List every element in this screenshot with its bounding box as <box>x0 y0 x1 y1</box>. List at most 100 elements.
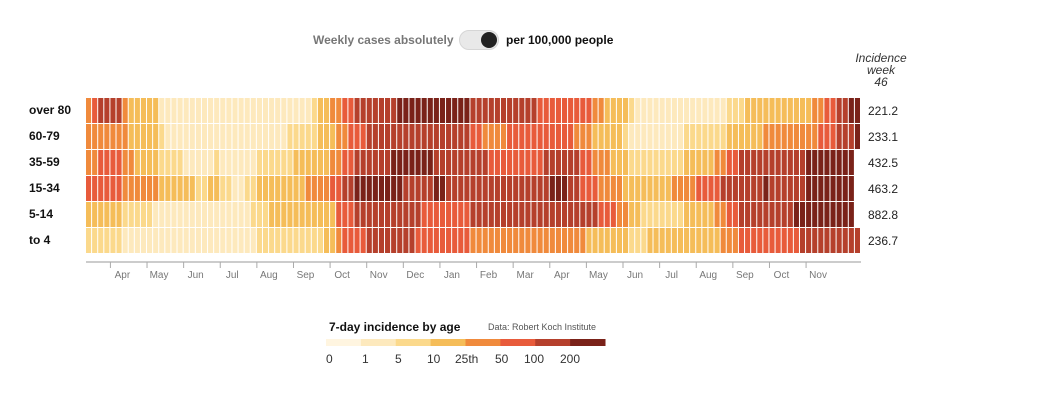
heatmap-cell <box>391 150 397 175</box>
heatmap-cell <box>470 124 476 149</box>
heatmap-cell <box>293 98 299 123</box>
heatmap-cell <box>537 228 543 253</box>
heatmap-cell <box>830 98 836 123</box>
heatmap-cell <box>147 176 153 201</box>
heatmap-cell <box>696 176 702 201</box>
heatmap-cell <box>342 176 348 201</box>
heatmap-cell <box>775 98 781 123</box>
heatmap-cell <box>653 124 659 149</box>
heatmap-cell <box>330 150 336 175</box>
heatmap-cell <box>549 124 555 149</box>
heatmap-cell <box>226 202 232 227</box>
heatmap-cell <box>702 124 708 149</box>
x-axis-month-label: Jun <box>188 270 204 281</box>
heatmap-cell <box>427 202 433 227</box>
heatmap-cell <box>452 124 458 149</box>
heatmap-cell <box>848 98 854 123</box>
heatmap-cell <box>690 98 696 123</box>
legend-swatch <box>465 339 501 346</box>
heatmap-cell <box>696 98 702 123</box>
heatmap-cell <box>732 150 738 175</box>
heatmap-cell <box>525 150 531 175</box>
x-axis-month-label: Jul <box>226 270 239 281</box>
toggle-label-per-100k[interactable]: per 100,000 people <box>506 33 614 47</box>
heatmap-cell <box>165 98 171 123</box>
heatmap-cell <box>287 98 293 123</box>
heatmap-cell <box>494 150 500 175</box>
heatmap-cell <box>830 202 836 227</box>
heatmap-cell <box>854 98 860 123</box>
heatmap-cell <box>128 202 134 227</box>
heatmap-cell <box>311 150 317 175</box>
heatmap-cell <box>732 202 738 227</box>
heatmap-cell <box>751 124 757 149</box>
legend-tick-25: 25th <box>455 352 479 366</box>
heatmap-cell <box>830 124 836 149</box>
heatmap-cell <box>793 228 799 253</box>
heatmap-cell <box>391 98 397 123</box>
heatmap-cell <box>250 124 256 149</box>
heatmap-cell <box>464 228 470 253</box>
heatmap-cell <box>281 202 287 227</box>
heatmap-cell <box>238 228 244 253</box>
heatmap-cell <box>476 98 482 123</box>
heatmap-cell <box>391 176 397 201</box>
heatmap-cell <box>385 124 391 149</box>
heatmap-cell <box>763 124 769 149</box>
heatmap-cell <box>336 98 342 123</box>
heatmap-cell <box>531 150 537 175</box>
heatmap-cell <box>775 176 781 201</box>
heatmap-cell <box>513 124 519 149</box>
heatmap-cell <box>684 202 690 227</box>
heatmap-cell <box>604 176 610 201</box>
heatmap-cell <box>525 228 531 253</box>
heatmap-cell <box>275 202 281 227</box>
heatmap-cell <box>769 98 775 123</box>
heatmap-cell <box>519 176 525 201</box>
heatmap-cell <box>745 202 751 227</box>
heatmap-cell <box>415 98 421 123</box>
heatmap-cell <box>738 150 745 175</box>
heatmap-cell <box>214 202 220 227</box>
heatmap-cell <box>531 202 537 227</box>
heatmap-cell <box>287 202 293 227</box>
heatmap-cell <box>549 228 555 253</box>
heatmap-cell <box>543 176 549 201</box>
heatmap-cell <box>531 228 537 253</box>
heatmap-cell <box>201 150 208 175</box>
heatmap-cell <box>616 150 623 175</box>
heatmap-cell <box>122 228 128 253</box>
heatmap-cell <box>745 228 751 253</box>
toggle-label-absolute[interactable]: Weekly cases absolutely <box>313 33 454 47</box>
per-capita-toggle[interactable] <box>459 30 499 50</box>
heatmap-cell <box>104 98 110 123</box>
heatmap-cell <box>690 176 696 201</box>
heatmap-cell <box>842 228 848 253</box>
heatmap-cell <box>549 176 555 201</box>
heatmap-cell <box>519 98 525 123</box>
heatmap-cell <box>513 228 519 253</box>
heatmap-cell <box>623 98 629 123</box>
heatmap-cell <box>183 228 189 253</box>
heatmap-cell <box>305 202 311 227</box>
x-axis-month-label: Jan <box>444 270 460 281</box>
heatmap-cell <box>208 202 214 227</box>
heatmap-cell <box>153 124 159 149</box>
heatmap-cell <box>665 202 671 227</box>
heatmap-cell <box>513 176 519 201</box>
heatmap-cell <box>592 176 598 201</box>
heatmap-cell <box>104 176 110 201</box>
heatmap-cell <box>799 176 806 201</box>
x-axis-month-label: Jun <box>627 270 643 281</box>
heatmap-cell <box>330 228 336 253</box>
heatmap-cell <box>647 228 653 253</box>
heatmap-cell <box>482 202 488 227</box>
heatmap-cell <box>458 202 464 227</box>
heatmap-cell <box>421 98 427 123</box>
heatmap-cell <box>470 176 476 201</box>
heatmap-cell <box>690 150 696 175</box>
heatmap-cell <box>763 176 769 201</box>
heatmap-cell <box>806 202 812 227</box>
heatmap-cell <box>189 124 195 149</box>
heatmap-cell <box>470 228 476 253</box>
